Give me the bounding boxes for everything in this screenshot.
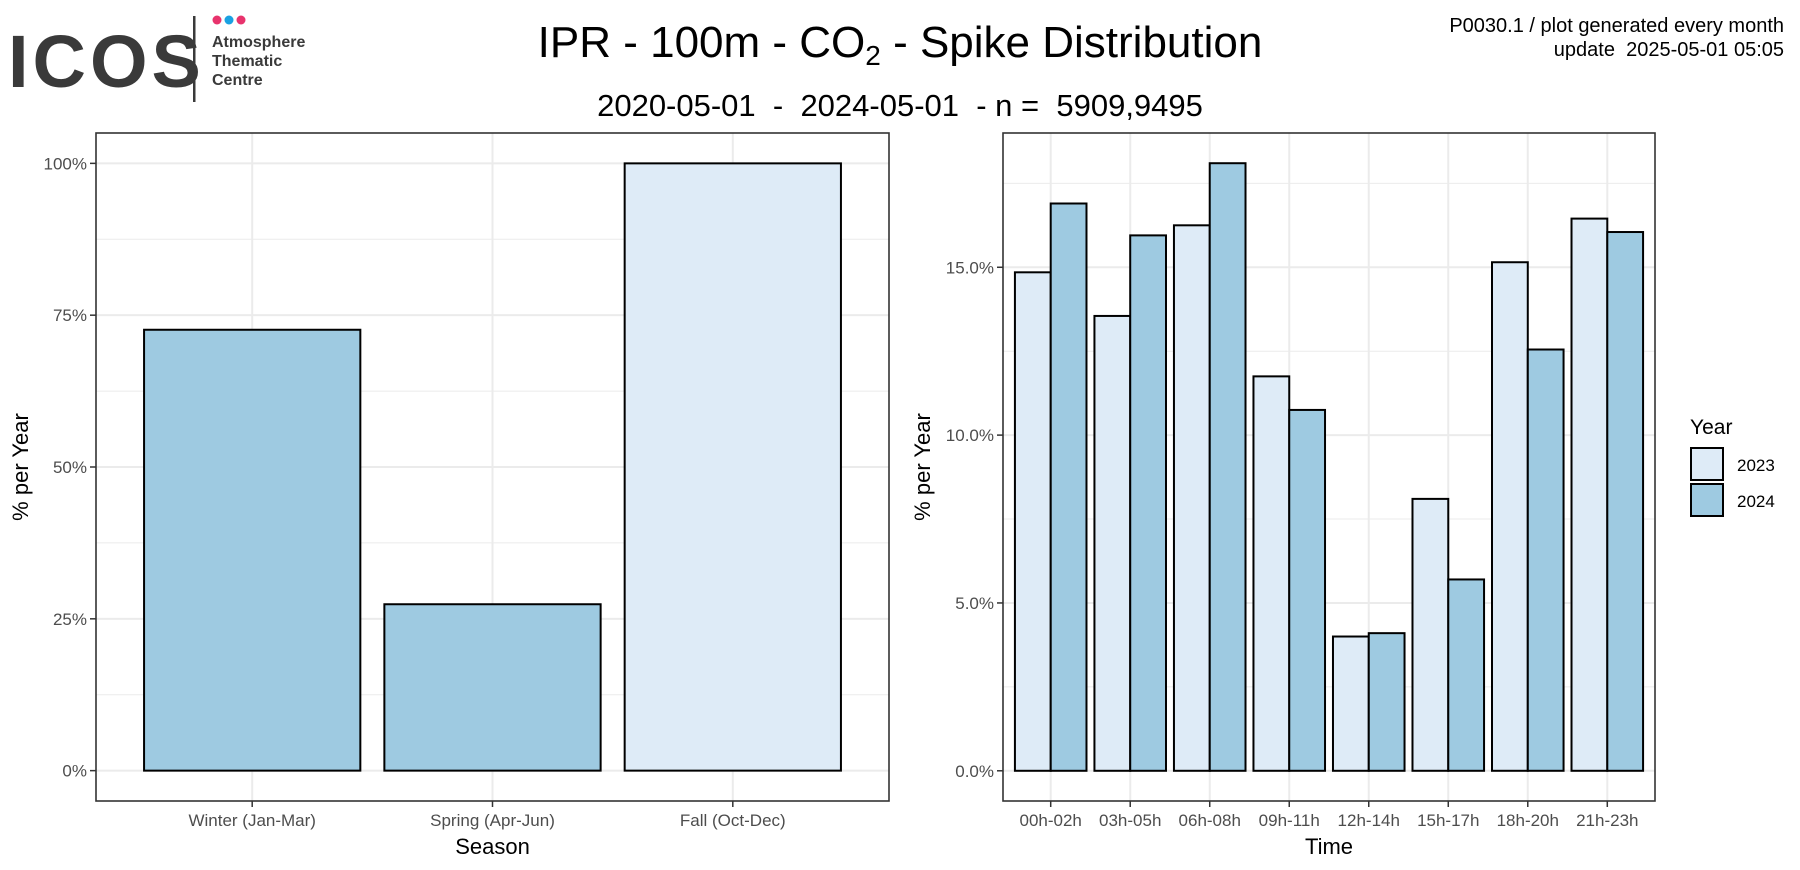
- chart-subtitle: 2020-05-01 - 2024-05-01 - n = 5909,9495: [597, 88, 1203, 123]
- legend-swatch-2023: [1690, 447, 1724, 481]
- bar-2023-21h-23h: [1570, 217, 1609, 772]
- y-tick-label: 75%: [53, 306, 87, 325]
- bar-2024-21h-23h: [1606, 231, 1645, 772]
- panel-border: [1002, 132, 1656, 802]
- bar-2024-12h-14h: [1367, 632, 1406, 772]
- bar-2023-03h-05h: [1093, 314, 1132, 772]
- legend-label-2023: 2023: [1737, 456, 1775, 475]
- y-tick-label: 5.0%: [955, 594, 994, 613]
- x-tick-label: 00h-02h: [1020, 811, 1082, 830]
- plot-info-line-2: update 2025-05-01 05:05: [1553, 39, 1784, 61]
- y-tick-label: 25%: [53, 610, 87, 629]
- bar-Winter (Jan-Mar): [143, 328, 362, 772]
- x-tick-label: 12h-14h: [1338, 811, 1400, 830]
- x-tick-label: Fall (Oct-Dec): [680, 811, 786, 830]
- y-tick-label: 0.0%: [955, 762, 994, 781]
- legend-swatch-2024: [1690, 483, 1724, 517]
- bar-2023-15h-17h: [1411, 497, 1450, 772]
- bar-2024-18h-20h: [1526, 348, 1565, 772]
- bar-2024-15h-17h: [1447, 578, 1486, 772]
- bar-2023-00h-02h: [1013, 271, 1052, 772]
- logo-line-3: Centre: [212, 72, 263, 89]
- bar-2024-06h-08h: [1208, 162, 1247, 772]
- bar-2024-03h-05h: [1129, 234, 1167, 772]
- logo-divider: [193, 16, 196, 102]
- bar-2023-18h-20h: [1491, 261, 1529, 772]
- y-tick-label: 15.0%: [946, 258, 994, 277]
- plot-info-line-1: P0030.1 / plot generated every month: [1449, 15, 1784, 37]
- plot-info: P0030.1 / plot generated every month upd…: [1449, 14, 1784, 62]
- time-panel: 0.0% 5.0% 10.0% 15.0% 00h-02h 03h-05h 06h-08h 0…: [910, 132, 1656, 859]
- x-tick-label: 06h-08h: [1179, 811, 1241, 830]
- y-axis-label: % per Year: [8, 413, 33, 521]
- title-rest: - Spike Distribution: [880, 18, 1263, 67]
- bar-Spring (Apr-Jun): [383, 603, 602, 772]
- bar-2024-09h-11h: [1288, 408, 1327, 772]
- x-tick-label: Spring (Apr-Jun): [430, 811, 555, 830]
- title-main: IPR - 100m - CO: [537, 18, 866, 67]
- bar-2023-06h-08h: [1172, 224, 1211, 772]
- icos-logo: ICOS Atmosphere Thematic Centre: [8, 15, 305, 103]
- legend: Year 2023 2024: [1690, 416, 1775, 517]
- bar-2023-12h-14h: [1331, 635, 1370, 772]
- legend-label-2024: 2024: [1737, 492, 1775, 511]
- y-axis-label: % per Year: [910, 413, 935, 521]
- bar-2023-09h-11h: [1252, 375, 1291, 772]
- x-axis-label: Season: [455, 834, 530, 859]
- logo-dot: [212, 15, 222, 25]
- bar-Fall (Oct-Dec): [623, 162, 842, 772]
- logo-line-2: Thematic: [212, 53, 282, 70]
- y-tick-label: 100%: [44, 154, 87, 173]
- season-panel: 0% 25% 50% 75% 100% Winter (Jan-Mar) Spring (A…: [8, 132, 890, 859]
- logo-dot: [224, 15, 234, 25]
- x-tick-label: 21h-23h: [1576, 811, 1638, 830]
- logo-line-1: Atmosphere: [212, 34, 305, 51]
- x-tick-label: 03h-05h: [1099, 811, 1161, 830]
- title-subscript: 2: [865, 40, 881, 71]
- y-tick-label: 10.0%: [946, 426, 994, 445]
- x-tick-label: 18h-20h: [1497, 811, 1559, 830]
- x-tick-label: 15h-17h: [1417, 811, 1479, 830]
- y-tick-label: 0%: [62, 762, 87, 781]
- logo-wordmark: ICOS: [8, 20, 205, 103]
- y-tick-label: 50%: [53, 458, 87, 477]
- x-tick-label: Winter (Jan-Mar): [188, 811, 316, 830]
- x-axis-label: Time: [1305, 834, 1353, 859]
- x-tick-label: 09h-11h: [1259, 811, 1320, 830]
- chart-title: IPR - 100m - CO2 - Spike Distribution: [0, 18, 1800, 71]
- logo-dot: [236, 15, 246, 25]
- bar-2024-00h-02h: [1049, 202, 1088, 772]
- legend-title: Year: [1690, 416, 1732, 439]
